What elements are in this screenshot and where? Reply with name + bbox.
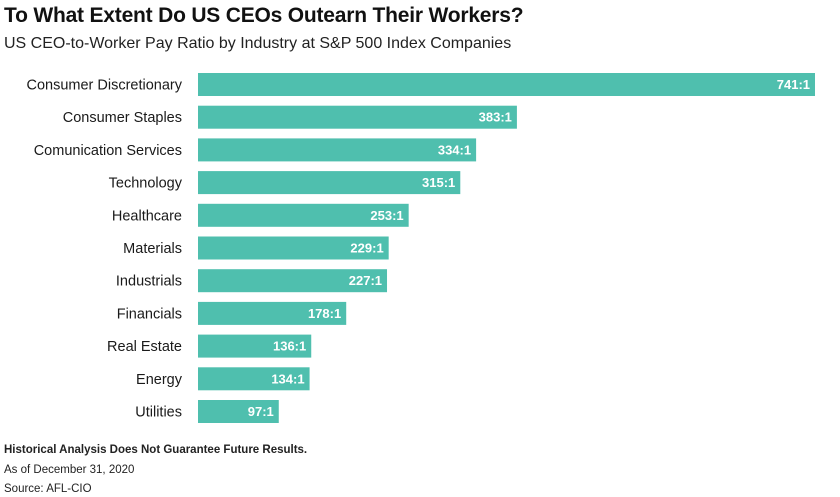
value-label-industrials: 227:1 bbox=[349, 273, 382, 288]
bar-utilities bbox=[198, 400, 279, 423]
disclaimer-note: Historical Analysis Does Not Guarantee F… bbox=[4, 444, 308, 456]
bar-comunication-services bbox=[198, 138, 477, 162]
category-label-financials: Financials bbox=[117, 306, 182, 322]
category-label-real-estate: Real Estate bbox=[107, 339, 182, 355]
bar-healthcare bbox=[198, 203, 409, 227]
category-label-consumer-discretionary: Consumer Discretionary bbox=[26, 78, 182, 94]
value-label-energy: 134:1 bbox=[271, 371, 304, 386]
value-label-consumer-staples: 383:1 bbox=[479, 110, 512, 125]
value-label-real-estate: 136:1 bbox=[273, 339, 306, 354]
value-label-healthcare: 253:1 bbox=[370, 208, 403, 223]
bar-real-estate bbox=[198, 334, 312, 358]
chart-title: To What Extent Do US CEOs Outearn Their … bbox=[4, 4, 524, 27]
as-of-date: As of December 31, 2020 bbox=[4, 464, 135, 476]
value-label-materials: 229:1 bbox=[350, 241, 383, 256]
bar-consumer-discretionary bbox=[198, 73, 815, 96]
value-label-comunication-services: 334:1 bbox=[438, 142, 471, 157]
chart-subtitle: US CEO-to-Worker Pay Ratio by Industry a… bbox=[4, 35, 512, 52]
value-label-utilities: 97:1 bbox=[248, 404, 274, 419]
bar-consumer-staples bbox=[198, 105, 517, 129]
bar-materials bbox=[198, 236, 389, 260]
category-label-materials: Materials bbox=[123, 241, 182, 257]
value-label-technology: 315:1 bbox=[422, 175, 455, 190]
value-label-consumer-discretionary: 741:1 bbox=[777, 77, 810, 92]
category-label-energy: Energy bbox=[136, 372, 183, 388]
category-label-consumer-staples: Consumer Staples bbox=[63, 110, 182, 126]
bar-chart: Consumer Discretionary 741:1 Consumer Stap… bbox=[26, 73, 815, 423]
value-label-financials: 178:1 bbox=[308, 306, 341, 321]
category-label-healthcare: Healthcare bbox=[112, 208, 182, 224]
bar-financials bbox=[198, 301, 347, 325]
category-label-technology: Technology bbox=[109, 176, 183, 192]
source-note: Source: AFL-CIO bbox=[4, 483, 92, 495]
category-label-utilities: Utilities bbox=[135, 405, 182, 421]
bar-energy bbox=[198, 367, 310, 391]
bar-technology bbox=[198, 171, 461, 195]
category-label-industrials: Industrials bbox=[116, 274, 182, 290]
bar-industrials bbox=[198, 269, 388, 293]
category-label-comunication-services: Comunication Services bbox=[34, 143, 182, 159]
